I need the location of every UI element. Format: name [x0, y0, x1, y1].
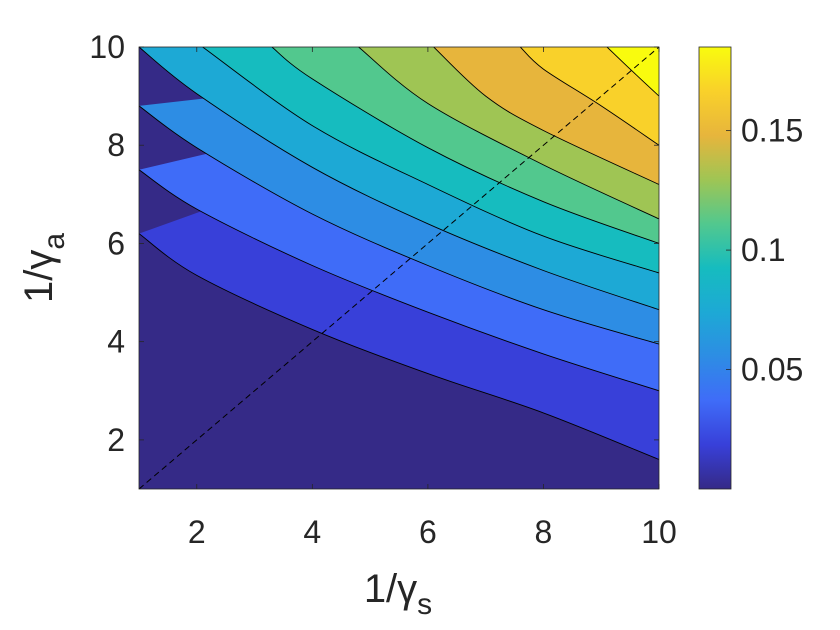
y-tick-label: 4: [107, 324, 125, 360]
contour-line-8: [433, 47, 659, 185]
contour-line-9: [519, 47, 659, 146]
x-tick-label: 2: [188, 514, 206, 550]
x-axis-ticks: 2 4 6 8 10: [188, 47, 677, 550]
x-tick-label: 8: [535, 514, 553, 550]
diagonal-reference-line: [139, 47, 659, 489]
contour-line-5: [202, 47, 659, 274]
colorbar-tick-label: 0.15: [741, 113, 803, 149]
y-tick-label: 10: [89, 29, 125, 65]
colorbar: 0.05 0.1 0.15: [698, 46, 803, 490]
plot-frame: [138, 46, 660, 490]
contour-line-3: [139, 105, 659, 345]
contour-line-7: [358, 47, 659, 220]
y-tick-label: 2: [107, 422, 125, 458]
contour-band-9: [520, 47, 659, 146]
colorbar-gradient: [699, 47, 731, 489]
x-tick-label: 10: [641, 514, 677, 550]
x-axis-label: 1/γs: [364, 567, 432, 621]
contour-line-2: [139, 169, 659, 392]
contour-line-1: [139, 233, 659, 460]
colorbar-tick-label: 0.05: [741, 352, 803, 388]
contour-lines: [139, 47, 659, 460]
colorbar-tick-label: 0.1: [741, 232, 785, 268]
contour-line-10: [606, 47, 659, 97]
contour-line-4: [139, 47, 659, 311]
y-axis-label: 1/γa: [17, 233, 71, 303]
colorbar-ticks: 0.05 0.1 0.15: [726, 113, 803, 388]
y-tick-label: 6: [107, 225, 125, 261]
colorbar-frame: [698, 46, 732, 490]
x-tick-label: 6: [419, 514, 437, 550]
contour-line-6: [271, 47, 659, 244]
y-tick-label: 8: [107, 127, 125, 163]
y-axis-ticks: 2 4 6 8 10: [89, 29, 659, 458]
x-tick-label: 4: [303, 514, 321, 550]
plot-area: [139, 47, 659, 489]
